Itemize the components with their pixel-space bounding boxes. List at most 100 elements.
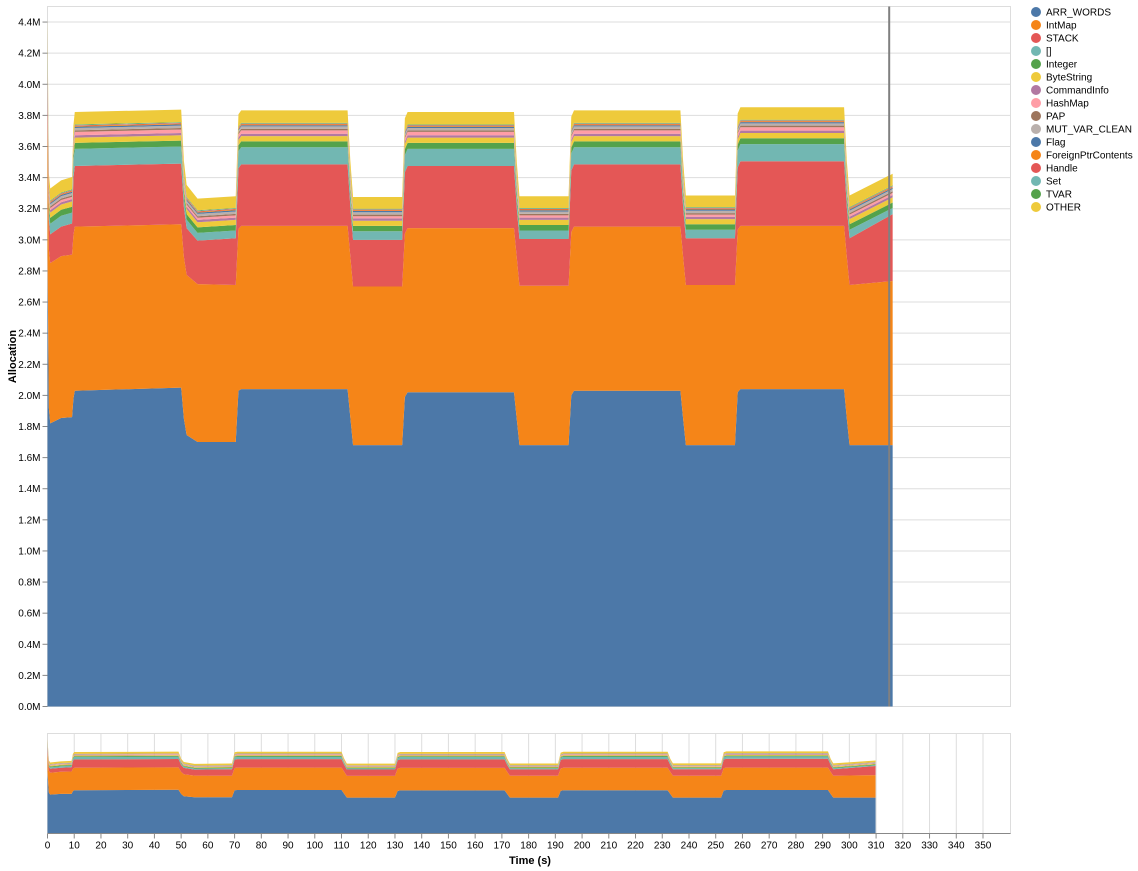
overview-x-tick-label: 60	[202, 841, 214, 852]
legend-label: ForeignPtrContents	[1046, 151, 1133, 162]
main-y-tick-label: 0.4M	[18, 640, 40, 651]
legend-swatch	[1031, 163, 1041, 173]
legend-label: []	[1046, 47, 1052, 58]
legend-label: Set	[1046, 177, 1061, 188]
main-y-tick-label: 0.0M	[18, 702, 40, 713]
overview-x-tick-label: 0	[45, 841, 51, 852]
legend-label: PAP	[1046, 112, 1066, 123]
overview-x-tick-label: 170	[494, 841, 511, 852]
main-y-tick-label: 2.4M	[18, 329, 40, 340]
legend-swatch	[1031, 98, 1041, 108]
legend-item: PAP	[1031, 111, 1066, 123]
main-y-tick-label: 4.4M	[18, 18, 40, 29]
legend-label: STACK	[1046, 34, 1079, 45]
main-y-tick-label: 1.8M	[18, 422, 40, 433]
main-y-tick-label: 3.8M	[18, 111, 40, 122]
legend-label: Flag	[1046, 138, 1065, 149]
overview-x-tick-label: 190	[547, 841, 564, 852]
legend-item: []	[1031, 46, 1052, 58]
overview-area-STACK[interactable]	[47, 745, 876, 776]
legend-item: HashMap	[1031, 98, 1089, 110]
overview-x-tick-label: 240	[681, 841, 698, 852]
main-area-STACK[interactable]	[47, 67, 893, 287]
overview-x-tick-label: 130	[387, 841, 404, 852]
main-y-tick-label: 3.6M	[18, 142, 40, 153]
legend-swatch	[1031, 72, 1041, 82]
overview-x-tick-label: 270	[761, 841, 778, 852]
overview-x-tick-label: 200	[574, 841, 591, 852]
overview-x-tick-label: 80	[256, 841, 268, 852]
legend-item: OTHER	[1031, 202, 1081, 214]
main-y-tick-label: 4.0M	[18, 80, 40, 91]
overview-x-tick-label: 40	[149, 841, 161, 852]
legend-swatch	[1031, 7, 1041, 17]
main-y-tick-label: 1.6M	[18, 453, 40, 464]
main-y-tick-label: 3.2M	[18, 204, 40, 215]
legend-item: Set	[1031, 176, 1061, 188]
legend-item: ARR_WORDS	[1031, 7, 1111, 19]
overview-x-tick-label: 50	[176, 841, 188, 852]
overview-axes: 0 10 20 30 40 50 60 70 80 90 100 110 120 130 140 150 160…	[45, 833, 1011, 852]
legend-label: ARR_WORDS	[1046, 8, 1111, 19]
main-y-tick-label: 2.6M	[18, 298, 40, 309]
overview-x-tick-label: 180	[520, 841, 537, 852]
main-y-tick-label: 2.8M	[18, 266, 40, 277]
legend-swatch	[1031, 176, 1041, 186]
legend-label: MUT_VAR_CLEAN	[1046, 125, 1132, 136]
main-y-tick-label: 3.0M	[18, 235, 40, 246]
main-y-tick-label: 3.4M	[18, 173, 40, 184]
overview-x-tick-label: 10	[69, 841, 81, 852]
legend-label: IntMap	[1046, 21, 1077, 32]
legend-item: Handle	[1031, 163, 1078, 175]
legend-label: HashMap	[1046, 99, 1089, 110]
overview-x-tick-label: 90	[282, 841, 294, 852]
legend-swatch	[1031, 137, 1041, 147]
overview-x-tick-label: 350	[975, 841, 992, 852]
overview-x-tick-label: 150	[440, 841, 457, 852]
legend-label: ByteString	[1046, 73, 1092, 84]
overview-area-OTHER[interactable]	[47, 739, 876, 766]
overview-x-tick-label: 260	[734, 841, 751, 852]
main-area-ARR_WORDS[interactable]	[47, 255, 893, 707]
legend-swatch	[1031, 111, 1041, 121]
legend-item: TVAR	[1031, 189, 1072, 201]
main-plot-areas[interactable]	[47, 18, 893, 707]
overview-x-tick-label: 250	[707, 841, 724, 852]
main-area-IntMap[interactable]	[47, 99, 893, 446]
main-y-tick-label: 0.6M	[18, 609, 40, 620]
legend-swatch	[1031, 189, 1041, 199]
overview-x-tick-label: 340	[948, 841, 965, 852]
overview-area-IntMap[interactable]	[47, 750, 876, 798]
legend-item: MUT_VAR_CLEAN	[1031, 124, 1132, 136]
overview-x-tick-label: 300	[841, 841, 858, 852]
legend-swatch	[1031, 46, 1041, 56]
main-axes: 0.0M 0.2M 0.4M 0.6M 0.8M 1.0M 1.2M 1.4M 1.6M 1.8M…	[18, 18, 48, 713]
overview-brush-areas[interactable]	[47, 739, 876, 834]
legend-label: OTHER	[1046, 203, 1081, 214]
overview-x-tick-label: 140	[413, 841, 430, 852]
main-y-tick-label: 1.0M	[18, 546, 40, 557]
overview-x-tick-label: 210	[600, 841, 617, 852]
main-area-OTHER[interactable]	[47, 18, 893, 211]
legend-item: ByteString	[1031, 72, 1092, 84]
overview-x-tick-label: 230	[654, 841, 671, 852]
main-y-tick-label: 2.0M	[18, 391, 40, 402]
legend-swatch	[1031, 150, 1041, 160]
overview-x-tick-label: 70	[229, 841, 241, 852]
main-y-tick-label: 4.2M	[18, 49, 40, 60]
legend-label: Handle	[1046, 164, 1078, 175]
legend-swatch	[1031, 85, 1041, 95]
main-y-tick-label: 1.4M	[18, 484, 40, 495]
main-y-tick-label: 2.2M	[18, 360, 40, 371]
legend-swatch	[1031, 202, 1041, 212]
legend-item: IntMap	[1031, 20, 1077, 32]
overview-area-ARR_WORDS[interactable]	[47, 771, 876, 834]
legend-label: Integer	[1046, 60, 1078, 71]
main-y-tick-label: 0.2M	[18, 671, 40, 682]
legend-swatch	[1031, 124, 1041, 134]
legend-item: Flag	[1031, 137, 1065, 149]
legend-swatch	[1031, 59, 1041, 69]
overview-x-tick-label: 320	[894, 841, 911, 852]
